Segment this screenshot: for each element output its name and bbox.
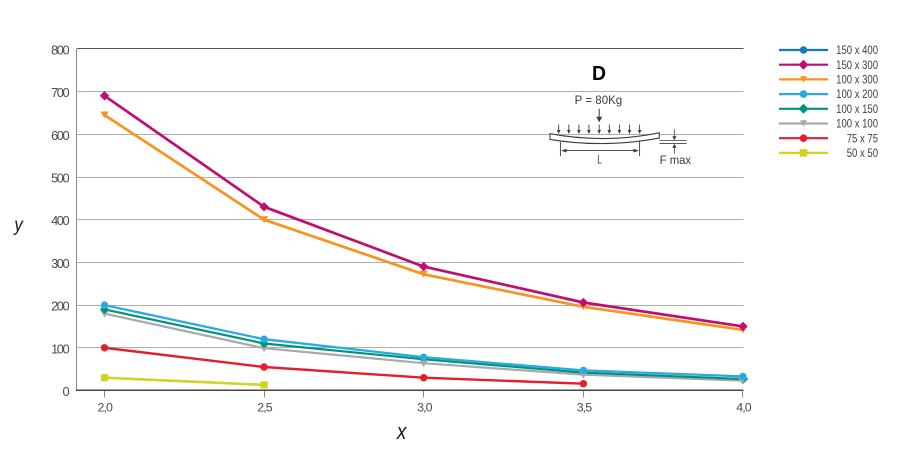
svg-text:300: 300 (51, 256, 70, 271)
svg-text:150 x 300: 150 x 300 (836, 59, 878, 72)
svg-text:F max: F max (660, 152, 691, 167)
svg-text:800: 800 (51, 43, 70, 58)
svg-text:100 x 300: 100 x 300 (836, 73, 878, 86)
svg-text:500: 500 (51, 171, 70, 186)
svg-text:100 x 150: 100 x 150 (836, 103, 878, 116)
svg-text:600: 600 (51, 128, 70, 143)
svg-text:100 x 100: 100 x 100 (836, 118, 878, 131)
svg-text:3,0: 3,0 (417, 401, 432, 415)
svg-text:L: L (597, 153, 602, 167)
svg-text:400: 400 (51, 213, 70, 228)
svg-text:D: D (592, 63, 606, 85)
svg-text:50 x 50: 50 x 50 (847, 147, 878, 160)
svg-text:2,0: 2,0 (98, 401, 113, 415)
svg-text:3,5: 3,5 (577, 401, 592, 415)
svg-text:200: 200 (51, 299, 70, 314)
svg-text:x: x (396, 420, 407, 445)
svg-text:700: 700 (51, 85, 70, 100)
svg-text:4,0: 4,0 (736, 401, 751, 415)
svg-text:y: y (12, 214, 23, 235)
svg-text:75 x 75: 75 x 75 (847, 132, 878, 145)
svg-text:0: 0 (62, 384, 69, 399)
svg-text:100 x 200: 100 x 200 (836, 88, 878, 101)
svg-text:P = 80Kg: P = 80Kg (575, 92, 623, 106)
svg-text:150 x 400: 150 x 400 (836, 44, 878, 57)
svg-text:2,5: 2,5 (257, 401, 272, 415)
svg-text:100: 100 (51, 341, 70, 356)
